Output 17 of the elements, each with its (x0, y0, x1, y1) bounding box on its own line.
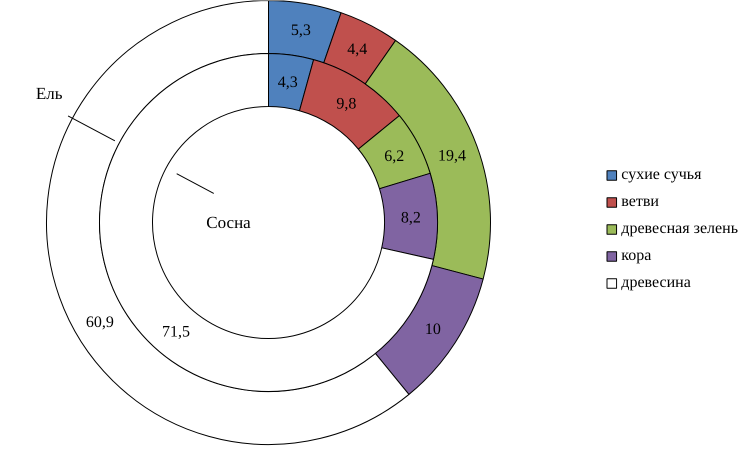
data-label: 60,9 (86, 314, 114, 331)
data-label: 4,3 (278, 74, 298, 91)
data-label: 5,3 (290, 22, 311, 40)
data-label: 19,4 (438, 148, 466, 165)
legend-label: древесная зелень (621, 220, 738, 238)
legend-label: кора (621, 247, 652, 265)
slice-label: Ель (36, 84, 63, 103)
slice-label: Сосна (206, 213, 252, 232)
data-label: 4,4 (347, 40, 368, 58)
data-label: 71,5 (162, 323, 190, 340)
legend-label: ветви (621, 193, 659, 211)
legend-label: древесина (621, 274, 691, 292)
data-label: 9,8 (336, 96, 356, 113)
data-label: 10 (424, 320, 441, 338)
data-label: 6,2 (384, 148, 404, 165)
legend-label: сухие сучья (621, 166, 702, 184)
data-label: 8,2 (400, 210, 421, 227)
